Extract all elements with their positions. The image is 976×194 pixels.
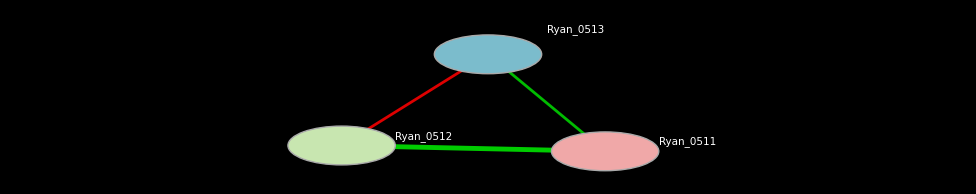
Ellipse shape	[551, 132, 659, 171]
Text: Ryan_0512: Ryan_0512	[395, 131, 453, 142]
Text: Ryan_0513: Ryan_0513	[547, 24, 604, 35]
Ellipse shape	[288, 126, 395, 165]
Text: Ryan_0511: Ryan_0511	[659, 137, 716, 147]
Ellipse shape	[434, 35, 542, 74]
